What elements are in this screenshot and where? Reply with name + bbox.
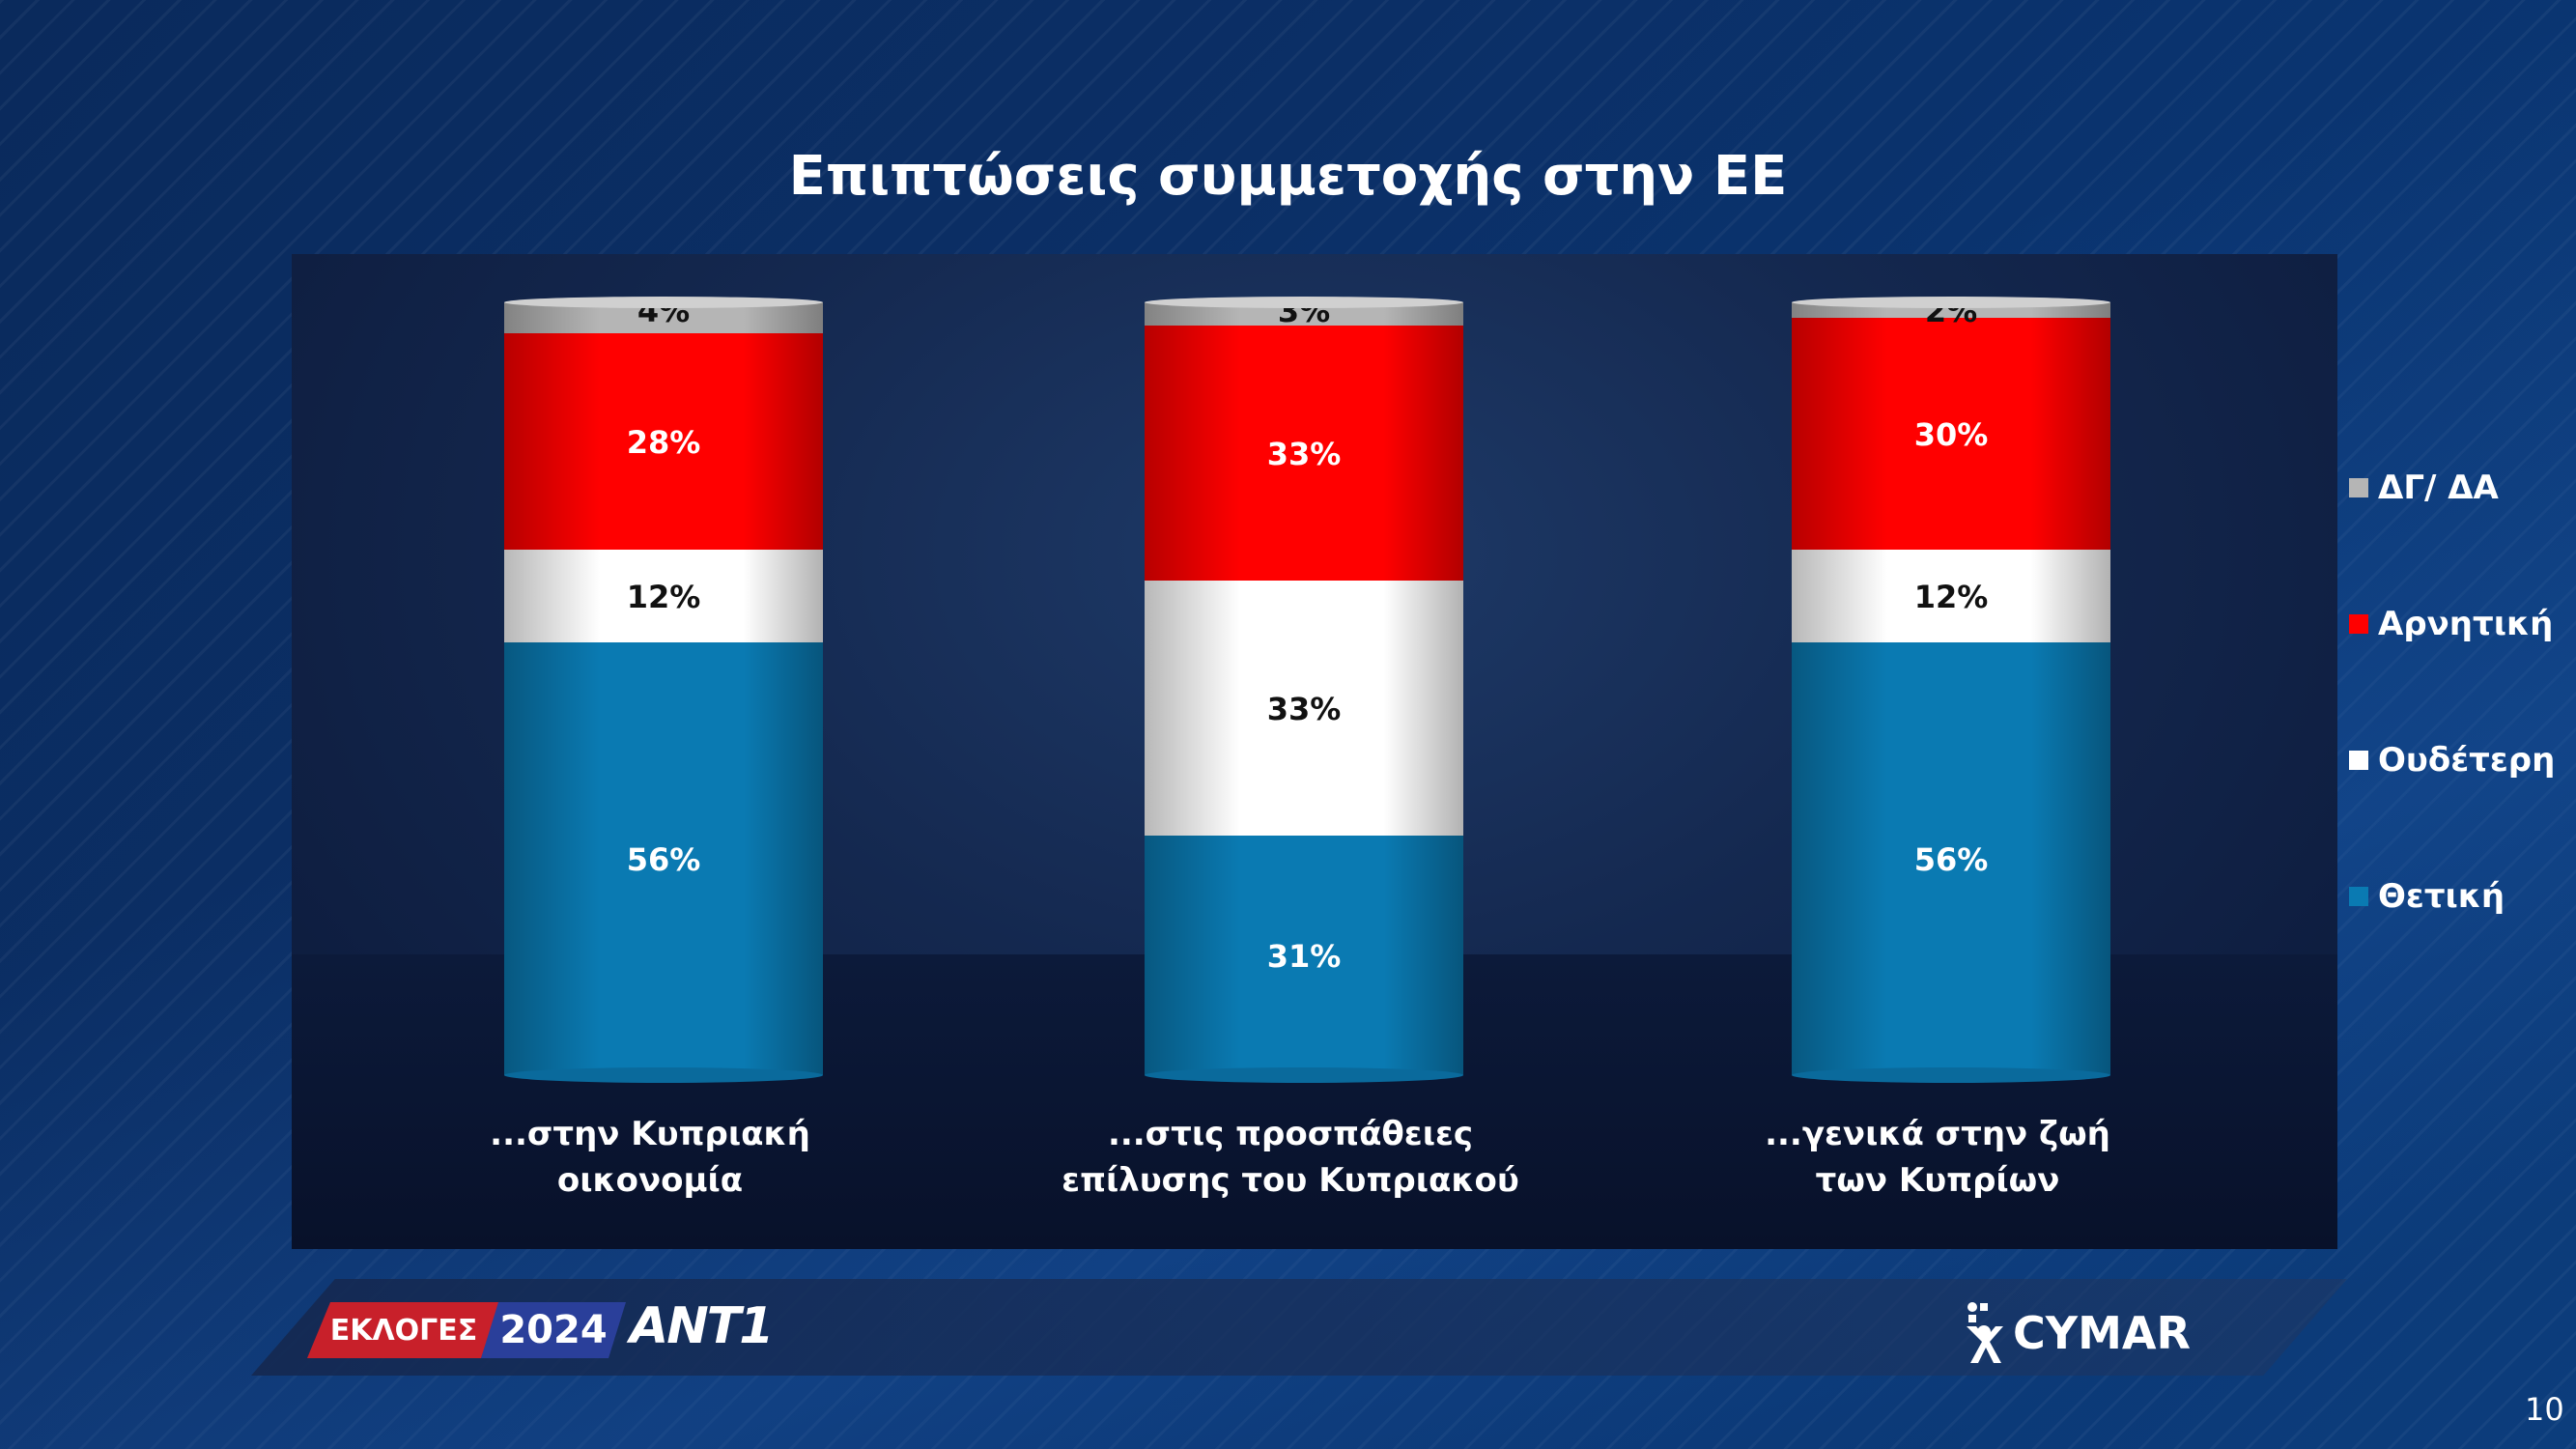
data-label: 31% (1267, 938, 1342, 975)
legend-label: Θετική (2378, 877, 2505, 916)
data-label: 12% (1914, 579, 1989, 615)
bar-segment-shade (1145, 326, 1463, 581)
pollster-logo: CYMAR (1961, 1299, 2191, 1367)
bar-segment-shade (1792, 318, 2110, 550)
data-label: 28% (627, 424, 701, 461)
data-label: 12% (627, 579, 701, 615)
bar-cap-top (504, 297, 823, 308)
bar-segment-shade (1145, 836, 1463, 1075)
legend-item: Αρνητική (2349, 605, 2553, 643)
data-label: 33% (1267, 436, 1342, 472)
category-label: των Κυπρίων (1816, 1161, 2060, 1200)
legend-swatch (2349, 614, 2368, 634)
legend-swatch (2349, 478, 2368, 497)
bar-cap-top (1145, 297, 1463, 308)
bar-segment-shade (504, 550, 823, 642)
elections-badge: ΕΚΛΟΓΕΣ (307, 1302, 500, 1358)
category-label: οικονομία (557, 1161, 743, 1200)
legend-swatch (2349, 887, 2368, 906)
legend-item: ΔΓ/ ΔΑ (2349, 469, 2499, 507)
legend-label: ΔΓ/ ΔΑ (2378, 469, 2499, 507)
cymar-icon (1967, 1302, 2003, 1363)
bar-segment-shade (1145, 581, 1463, 836)
pollster-name: CYMAR (2013, 1307, 2191, 1359)
bar-segment-shade (1792, 550, 2110, 642)
category-label: ...στις προσπάθειες (1108, 1115, 1473, 1153)
legend-label: Αρνητική (2378, 605, 2554, 643)
year-badge: 2024 (481, 1302, 626, 1358)
category-label: επίλυσης του Κυπριακού (1062, 1161, 1519, 1200)
data-label: 56% (627, 841, 701, 878)
stacked-bar-chart: 56%12%28%4%...στην Κυπριακήοικονομία31%3… (490, 293, 2110, 1200)
legend-item: Ουδέτερη (2349, 741, 2555, 780)
legend-item: Θετική (2349, 877, 2505, 916)
page-number: 10 (2525, 1391, 2564, 1428)
bar-cap-bottom (504, 1067, 823, 1083)
legend-label: Ουδέτερη (2378, 741, 2556, 780)
data-label: 30% (1914, 416, 1989, 453)
legend-swatch (2349, 751, 2368, 770)
channel-logo: ANT1 (630, 1297, 774, 1355)
bar-cap-bottom (1145, 1067, 1463, 1083)
bar-segment-shade (504, 642, 823, 1075)
bar-segment-shade (504, 333, 823, 550)
page-title: Επιπτώσεις συμμετοχής στην ΕΕ (788, 145, 1788, 208)
bar-segment-shade (1792, 642, 2110, 1075)
data-label: 33% (1267, 691, 1342, 727)
category-label: ...στην Κυπριακή (490, 1115, 810, 1153)
data-label: 56% (1914, 841, 1989, 878)
category-label: ...γενικά στην ζωή (1765, 1115, 2110, 1153)
bar-cap-bottom (1792, 1067, 2110, 1083)
bar-cap-top (1792, 297, 2110, 308)
